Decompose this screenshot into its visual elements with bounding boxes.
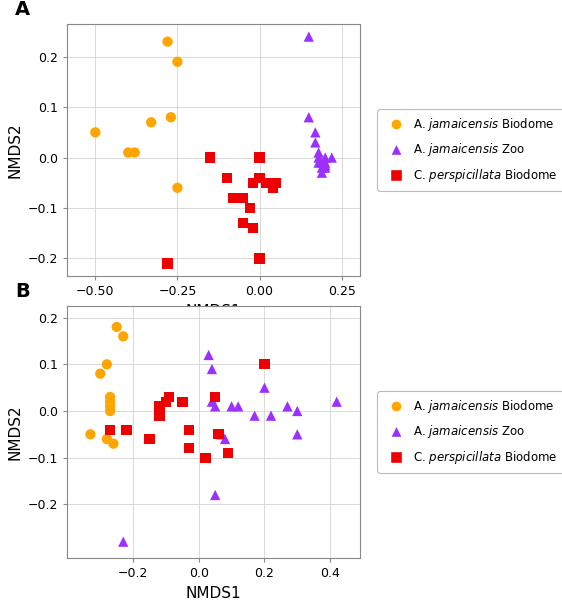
Point [106,425,115,434]
Point [239,218,248,228]
Point [207,364,216,374]
Point [222,173,231,182]
Point [106,397,115,406]
Legend: A. $\it{jamaicensis}$ Biodome, A. $\it{jamaicensis}$ Zoo, C. $\it{perspicillata}: A. $\it{jamaicensis}$ Biodome, A. $\it{j… [377,391,562,473]
Point [211,392,220,402]
Point [173,183,182,193]
Point [211,401,220,411]
Point [165,392,174,402]
Point [321,153,330,163]
Point [147,118,156,127]
Point [268,183,277,193]
Point [327,153,336,163]
Point [161,397,170,406]
Point [271,178,280,188]
Point [321,163,330,172]
Point [248,223,257,233]
Point [283,401,292,411]
Point [122,425,131,434]
Point [91,128,100,137]
Point [214,430,223,439]
Point [106,392,115,402]
Point [163,259,172,268]
Point [318,158,327,167]
Point [311,137,320,147]
Legend: A. $\it{jamaicensis}$ Biodome, A. $\it{jamaicensis}$ Zoo, C. $\it{perspicillata}: A. $\it{jamaicensis}$ Biodome, A. $\it{j… [377,109,562,191]
Point [248,178,257,188]
Point [229,193,238,203]
Point [250,411,259,421]
Point [124,148,133,157]
X-axis label: NMDS1: NMDS1 [186,304,241,319]
Point [293,430,302,439]
Point [155,401,164,411]
Point [255,173,264,182]
Point [266,411,275,421]
Point [255,254,264,263]
Point [145,434,154,444]
Point [207,397,216,406]
Point [102,359,111,369]
Point [166,112,175,122]
Point [130,148,139,157]
Point [311,128,320,137]
Point [304,32,313,41]
Point [314,153,323,163]
Text: B: B [15,282,30,301]
Point [211,490,220,500]
Point [109,439,118,448]
Point [260,359,269,369]
Point [314,148,323,157]
Point [220,434,229,444]
Y-axis label: NMDS2: NMDS2 [7,122,22,178]
Point [119,537,128,547]
Point [112,322,121,332]
Point [255,153,264,163]
Point [227,401,236,411]
Point [163,37,172,46]
Point [217,430,226,439]
Point [201,453,210,463]
Point [184,443,193,453]
Point [261,178,270,188]
Point [184,425,193,434]
Point [304,112,313,122]
Point [102,434,111,444]
Point [224,448,233,458]
Point [318,168,327,178]
Point [239,193,248,203]
Point [204,350,213,360]
Point [173,57,182,67]
Point [293,406,302,416]
Y-axis label: NMDS2: NMDS2 [7,404,22,460]
Point [234,401,243,411]
Point [332,397,341,406]
Point [318,163,327,172]
Text: A: A [15,0,30,19]
Point [321,160,330,170]
Point [245,203,254,213]
Point [119,332,128,341]
Point [96,369,105,379]
Point [321,158,330,167]
Point [178,397,187,406]
Point [260,383,269,392]
Point [106,406,115,416]
Point [106,401,115,411]
Point [314,158,323,167]
Point [155,411,164,421]
X-axis label: NMDS1: NMDS1 [186,586,241,600]
Point [86,430,95,439]
Point [206,153,215,163]
